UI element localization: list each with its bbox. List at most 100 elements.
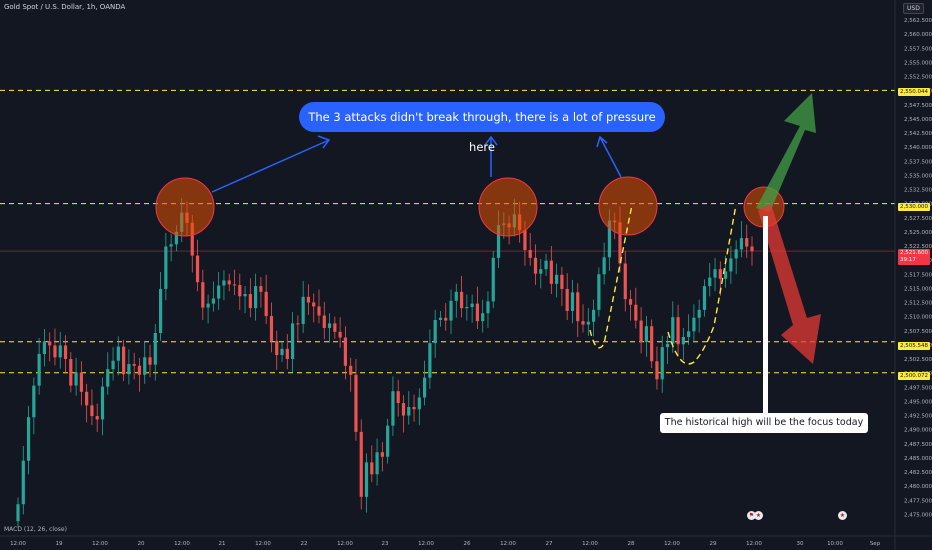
candle-body [201,282,205,308]
symbol-title[interactable]: Gold Spot / U.S. Dollar, 1h, OANDA [4,3,126,11]
candle-body [100,386,105,420]
candle-body [370,462,374,475]
candle-body [729,258,733,272]
x-tick-label: 21 [219,541,226,547]
candle-body [16,504,20,522]
y-tick-label: 2,535.000 [904,173,932,179]
candle-body [544,260,548,270]
x-tick-label: Sep [870,541,881,547]
candle-body [380,452,384,457]
x-tick-label: 27 [546,541,553,547]
candle-body [618,222,622,264]
candle-body [232,284,237,286]
candle-body [259,286,263,292]
candle-body [465,307,469,309]
candle-body [697,309,701,318]
us-flag-icon[interactable]: ★ [754,511,763,520]
candle-body [454,291,458,301]
candle-body [296,323,300,325]
candle-body [555,274,559,284]
bullish-arrow [756,93,816,212]
candle-body [169,244,173,247]
candle-body [634,304,638,321]
x-tick-label: 12:00 [418,541,434,547]
y-tick-label: 2,547.500 [904,103,932,109]
candle-body [111,360,115,370]
x-tick-label: 10:00 [827,541,843,547]
x-tick-label: 19 [56,541,63,547]
flag-icon[interactable]: ⚑ [747,511,756,520]
candle-body [750,246,754,252]
x-tick-label: 12:00 [664,541,680,547]
resistance-circle-3 [598,176,658,236]
y-tick-label: 2,492.500 [904,414,932,420]
x-tick-label: 12:00 [500,541,516,547]
candle-body [671,317,675,344]
level-tag-2550: 2,550.044 [898,88,930,96]
candle-body [53,345,57,358]
current-price-tag: 2,521.600 39:17 [898,249,930,265]
candle-body [217,285,221,299]
candle-body [650,326,654,362]
candle-body [623,263,627,300]
x-tick-label: 12:00 [10,541,26,547]
y-tick-label: 2,517.500 [904,272,932,278]
candle-body [26,417,31,461]
candle-body [359,431,363,497]
candle-body [528,249,532,258]
y-tick-label: 2,485.000 [904,456,932,462]
y-tick-label: 2,532.500 [904,188,932,194]
candle-body [238,284,242,297]
candle-body [481,313,485,322]
projection-paths [589,204,737,365]
candle-body [702,286,707,310]
candle-body [433,320,437,344]
y-tick-label: 2,552.500 [904,75,932,81]
candle-body [396,391,400,404]
candle-body [269,316,274,341]
candle-body [354,374,358,432]
candle-body [597,274,601,310]
x-tick-label: 20 [138,541,145,547]
candle-body [85,391,89,406]
us-flag-icon[interactable]: ★ [838,511,847,520]
candle-body [116,346,120,361]
candle-body [533,257,538,274]
candle-body [206,303,210,308]
candle-body [496,225,501,258]
y-tick-label: 2,540.000 [904,145,932,151]
candle-body [475,303,480,322]
candle-body [734,249,738,259]
candle-body [581,321,585,325]
x-tick-label: 12:00 [746,541,762,547]
y-tick-label: 2,502.500 [904,357,932,363]
x-tick-label: 12:00 [92,541,108,547]
candle-body [602,257,606,275]
candle-body [591,309,596,322]
candle-body [222,280,226,286]
candle-body [285,348,289,359]
y-tick-label: 2,477.500 [904,498,932,504]
candle-body [306,296,311,303]
candle-body [549,260,553,284]
candle-body [570,292,575,311]
candle-body [312,302,316,307]
macd-indicator-label[interactable]: MACD (12, 26, close) [4,526,67,533]
y-tick-label: 2,487.500 [904,442,932,448]
x-tick-label: 29 [710,541,717,547]
candle-body [148,357,152,365]
currency-button[interactable]: USD [903,3,924,14]
x-tick-label: 12:00 [582,541,598,547]
candle-body [127,364,131,375]
candle-body [523,230,527,250]
candle-body [560,274,564,289]
pointer-arrows [211,135,622,193]
candle-body [143,357,147,375]
candle-body [708,277,712,287]
candle-body [322,315,326,328]
y-tick-label: 2,527.500 [904,216,932,222]
y-tick-label: 2,510.000 [904,315,932,321]
candle-body [264,291,268,317]
drawings [155,93,821,414]
